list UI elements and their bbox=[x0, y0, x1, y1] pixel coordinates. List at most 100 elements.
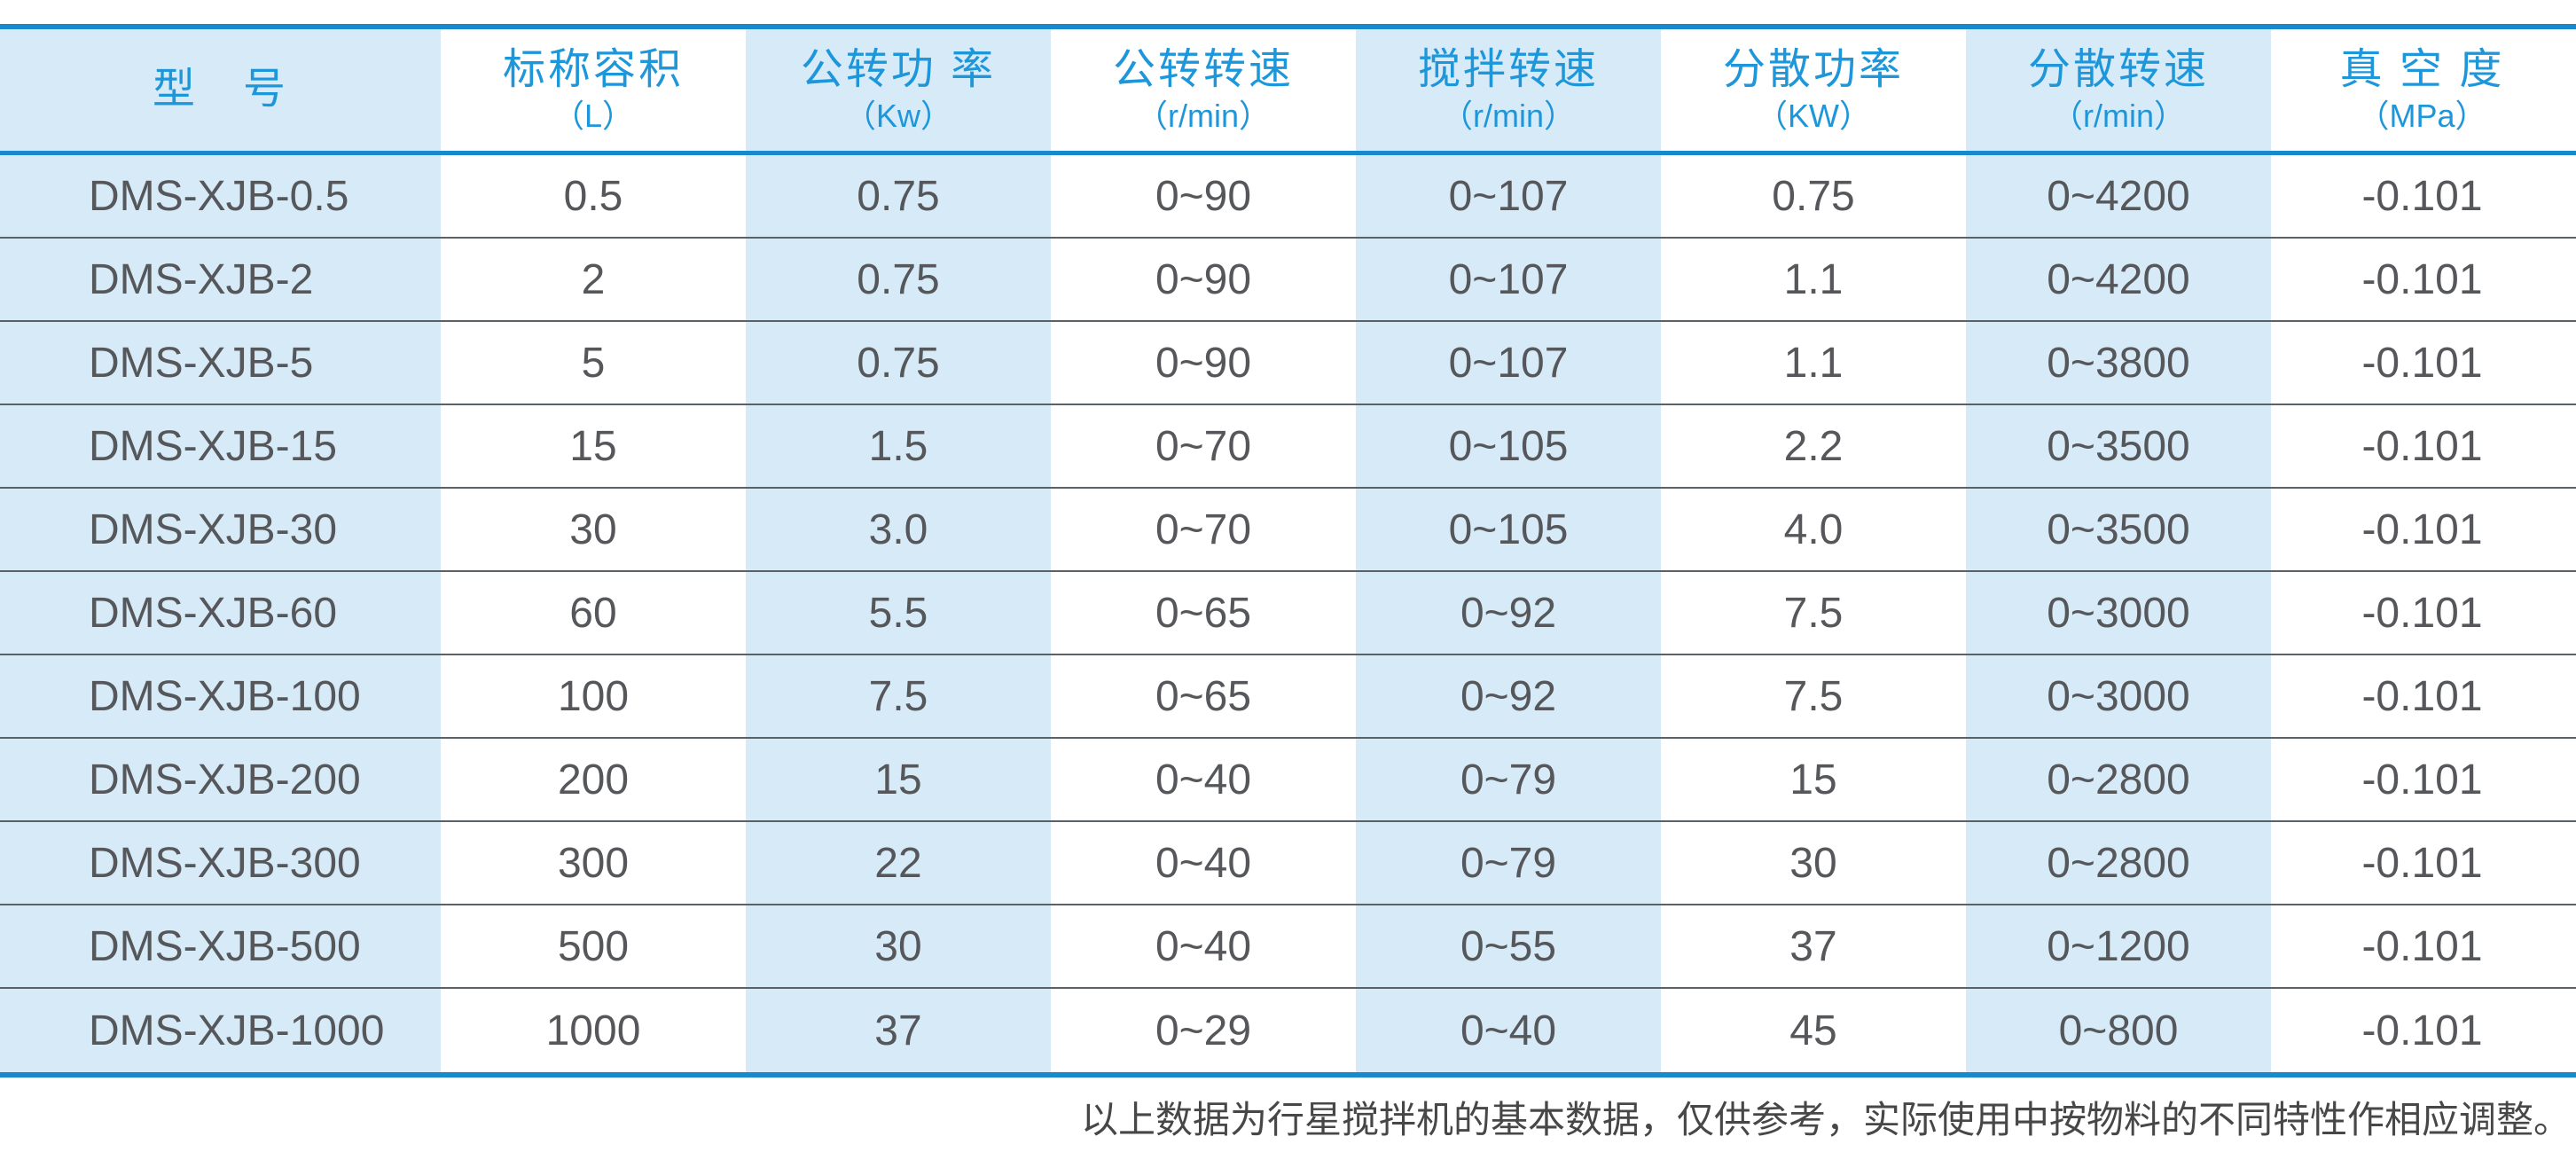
cell-revolution-power: 0.75 bbox=[746, 239, 1051, 320]
table-body: DMS-XJB-0.5 0.5 0.75 0~90 0~107 0.75 0~4200 -0.… bbox=[0, 155, 2576, 1072]
cell-vacuum-degree: -0.101 bbox=[2361, 505, 2483, 553]
column-header-capacity: 标称容积 （L） bbox=[441, 29, 746, 151]
column-unit: （r/min） bbox=[1136, 97, 1271, 134]
cell-stirring-speed: 0~107 bbox=[1356, 322, 1661, 404]
column-header-dispersion-speed: 分散转速 （r/min） bbox=[1966, 29, 2271, 151]
column-title: 分散转速 bbox=[2027, 46, 2209, 94]
table-row: DMS-XJB-300 300 22 0~40 0~79 30 0~2800 -0.101 bbox=[0, 822, 2576, 905]
cell-model: DMS-XJB-15 bbox=[0, 405, 441, 487]
table-row: DMS-XJB-100 100 7.5 0~65 0~92 7.5 0~3000 -0.101 bbox=[0, 655, 2576, 739]
cell-capacity: 500 bbox=[557, 922, 630, 970]
cell-capacity: 100 bbox=[557, 672, 630, 720]
spec-table: 型 号标称容积 （L） 公转功 率（Kw） 公转转速 （r/min） 搅拌转速 （r/min… bbox=[0, 24, 2576, 1078]
cell-revolution-power: 7.5 bbox=[746, 655, 1051, 737]
column-title: 型 号 bbox=[152, 66, 288, 114]
cell-dispersion-power: 30 bbox=[1789, 839, 1837, 887]
cell-revolution-speed: 0~70 bbox=[1155, 422, 1252, 470]
cell-vacuum-degree: -0.101 bbox=[2361, 422, 2483, 470]
cell-stirring-speed: 0~40 bbox=[1356, 989, 1661, 1072]
cell-model: DMS-XJB-60 bbox=[0, 572, 441, 654]
cell-model: DMS-XJB-200 bbox=[0, 739, 441, 820]
cell-revolution-power: 22 bbox=[746, 822, 1051, 904]
table-row: DMS-XJB-200 200 15 0~40 0~79 15 0~2800 -0.101 bbox=[0, 739, 2576, 822]
cell-stirring-speed: 0~79 bbox=[1356, 739, 1661, 820]
cell-revolution-speed: 0~70 bbox=[1155, 505, 1252, 553]
cell-stirring-speed: 0~107 bbox=[1356, 155, 1661, 237]
cell-capacity: 300 bbox=[557, 839, 630, 887]
cell-capacity: 60 bbox=[569, 589, 617, 637]
cell-dispersion-speed: 0~3500 bbox=[1966, 489, 2271, 570]
column-header-model: 型 号 bbox=[0, 29, 441, 151]
column-unit: （KW） bbox=[1756, 97, 1871, 134]
cell-capacity: 1000 bbox=[545, 1007, 641, 1054]
cell-model: DMS-XJB-300 bbox=[0, 822, 441, 904]
cell-model: DMS-XJB-2 bbox=[0, 239, 441, 320]
cell-stirring-speed: 0~105 bbox=[1356, 489, 1661, 570]
cell-stirring-speed: 0~105 bbox=[1356, 405, 1661, 487]
table-row: DMS-XJB-60 60 5.5 0~65 0~92 7.5 0~3000 -0.101 bbox=[0, 572, 2576, 655]
cell-vacuum-degree: -0.101 bbox=[2361, 839, 2483, 887]
cell-revolution-power: 30 bbox=[746, 905, 1051, 987]
cell-model: DMS-XJB-500 bbox=[0, 905, 441, 987]
cell-dispersion-speed: 0~3800 bbox=[1966, 322, 2271, 404]
cell-revolution-speed: 0~65 bbox=[1155, 672, 1252, 720]
column-unit: （r/min） bbox=[1441, 97, 1576, 134]
cell-model: DMS-XJB-1000 bbox=[0, 989, 441, 1072]
cell-dispersion-speed: 0~1200 bbox=[1966, 905, 2271, 987]
cell-dispersion-speed: 0~4200 bbox=[1966, 155, 2271, 237]
cell-capacity: 15 bbox=[569, 422, 617, 470]
column-header-dispersion-power: 分散功率 （KW） bbox=[1661, 29, 1966, 151]
column-title: 标称容积 bbox=[502, 46, 684, 94]
cell-stirring-speed: 0~92 bbox=[1356, 572, 1661, 654]
column-title: 搅拌转速 bbox=[1417, 46, 1599, 94]
cell-vacuum-degree: -0.101 bbox=[2361, 172, 2483, 220]
cell-model: DMS-XJB-100 bbox=[0, 655, 441, 737]
column-unit: （L） bbox=[552, 97, 635, 134]
cell-revolution-speed: 0~40 bbox=[1155, 756, 1252, 803]
cell-capacity: 30 bbox=[569, 505, 617, 553]
column-title: 公转转速 bbox=[1112, 46, 1294, 94]
cell-capacity: 200 bbox=[557, 756, 630, 803]
cell-revolution-speed: 0~65 bbox=[1155, 589, 1252, 637]
cell-dispersion-power: 7.5 bbox=[1783, 589, 1844, 637]
cell-dispersion-power: 7.5 bbox=[1783, 672, 1844, 720]
cell-revolution-power: 15 bbox=[746, 739, 1051, 820]
column-header-vacuum-degree: 真 空 度（MPa） bbox=[2271, 29, 2573, 151]
cell-dispersion-speed: 0~800 bbox=[1966, 989, 2271, 1072]
table-row: DMS-XJB-500 500 30 0~40 0~55 37 0~1200 -0.101 bbox=[0, 905, 2576, 989]
column-title: 分散功率 bbox=[1722, 46, 1904, 94]
cell-dispersion-power: 1.1 bbox=[1783, 339, 1844, 387]
cell-stirring-speed: 0~79 bbox=[1356, 822, 1661, 904]
cell-revolution-power: 5.5 bbox=[746, 572, 1051, 654]
cell-dispersion-power: 0.75 bbox=[1772, 172, 1855, 220]
footer-note: 以上数据为行星搅拌机的基本数据，仅供参考，实际使用中按物料的不同特性作相应调整。 bbox=[1080, 1101, 2571, 1141]
cell-capacity: 2 bbox=[581, 255, 606, 303]
cell-vacuum-degree: -0.101 bbox=[2361, 1007, 2483, 1054]
cell-vacuum-degree: -0.101 bbox=[2361, 339, 2483, 387]
cell-dispersion-power: 37 bbox=[1789, 922, 1837, 970]
table-row: DMS-XJB-1000 1000 37 0~29 0~40 45 0~800 -0.101 bbox=[0, 989, 2576, 1072]
column-title: 公转功 率 bbox=[800, 46, 997, 94]
cell-revolution-speed: 0~90 bbox=[1155, 255, 1252, 303]
cell-revolution-speed: 0~90 bbox=[1155, 172, 1252, 220]
column-header-revolution-power: 公转功 率（Kw） bbox=[746, 29, 1051, 151]
cell-dispersion-power: 2.2 bbox=[1783, 422, 1844, 470]
table-row: DMS-XJB-2 2 0.75 0~90 0~107 1.1 0~4200 -0.101 bbox=[0, 239, 2576, 322]
cell-stirring-speed: 0~92 bbox=[1356, 655, 1661, 737]
cell-vacuum-degree: -0.101 bbox=[2361, 589, 2483, 637]
cell-revolution-speed: 0~40 bbox=[1155, 922, 1252, 970]
column-unit: （MPa） bbox=[2357, 97, 2487, 134]
cell-revolution-power: 0.75 bbox=[746, 155, 1051, 237]
cell-stirring-speed: 0~55 bbox=[1356, 905, 1661, 987]
column-unit: （Kw） bbox=[843, 97, 952, 134]
table-row: DMS-XJB-15 15 1.5 0~70 0~105 2.2 0~3500 -0.101 bbox=[0, 405, 2576, 489]
cell-vacuum-degree: -0.101 bbox=[2361, 255, 2483, 303]
cell-vacuum-degree: -0.101 bbox=[2361, 672, 2483, 720]
cell-revolution-speed: 0~90 bbox=[1155, 339, 1252, 387]
cell-model: DMS-XJB-5 bbox=[0, 322, 441, 404]
cell-dispersion-power: 15 bbox=[1789, 756, 1837, 803]
table-row: DMS-XJB-5 5 0.75 0~90 0~107 1.1 0~3800 -0.101 bbox=[0, 322, 2576, 405]
cell-dispersion-speed: 0~3500 bbox=[1966, 405, 2271, 487]
column-header-stirring-speed: 搅拌转速 （r/min） bbox=[1356, 29, 1661, 151]
